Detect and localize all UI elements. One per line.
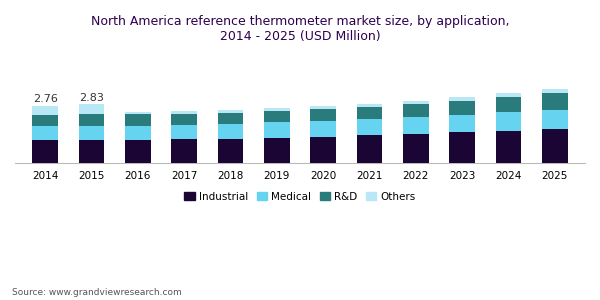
Bar [264, 109, 290, 111]
Bar [542, 129, 568, 163]
Bar [310, 109, 336, 121]
Bar [125, 114, 151, 126]
Bar [79, 126, 104, 140]
Bar [449, 132, 475, 163]
Bar [125, 112, 151, 114]
Bar [403, 101, 428, 104]
Text: 2.76: 2.76 [32, 94, 58, 104]
Bar [542, 89, 568, 93]
Text: 2.83: 2.83 [79, 93, 104, 103]
Bar [357, 135, 382, 163]
Bar [218, 113, 243, 124]
Bar [125, 126, 151, 140]
Bar [79, 114, 104, 126]
Bar [403, 104, 428, 117]
Bar [264, 138, 290, 163]
Bar [218, 110, 243, 113]
Bar [32, 106, 58, 115]
Bar [32, 115, 58, 126]
Bar [172, 139, 197, 163]
Bar [496, 93, 521, 97]
Bar [218, 124, 243, 139]
Bar [357, 104, 382, 107]
Bar [172, 114, 197, 125]
Bar [542, 93, 568, 110]
Bar [496, 97, 521, 112]
Bar [449, 97, 475, 101]
Bar [449, 101, 475, 115]
Bar [310, 121, 336, 137]
Bar [172, 111, 197, 114]
Bar [403, 134, 428, 163]
Bar [357, 107, 382, 119]
Bar [449, 115, 475, 132]
Bar [542, 110, 568, 129]
Bar [403, 117, 428, 134]
Legend: Industrial, Medical, R&D, Others: Industrial, Medical, R&D, Others [180, 188, 420, 206]
Bar [79, 104, 104, 114]
Bar [264, 111, 290, 122]
Bar [32, 126, 58, 140]
Text: Source: www.grandviewresearch.com: Source: www.grandviewresearch.com [12, 288, 182, 297]
Bar [172, 125, 197, 139]
Bar [264, 122, 290, 138]
Title: North America reference thermometer market size, by application,
2014 - 2025 (US: North America reference thermometer mark… [91, 15, 509, 43]
Bar [496, 112, 521, 131]
Bar [79, 140, 104, 163]
Bar [32, 140, 58, 163]
Bar [310, 106, 336, 109]
Bar [496, 131, 521, 163]
Bar [357, 119, 382, 135]
Bar [218, 139, 243, 163]
Bar [310, 137, 336, 163]
Bar [125, 140, 151, 163]
